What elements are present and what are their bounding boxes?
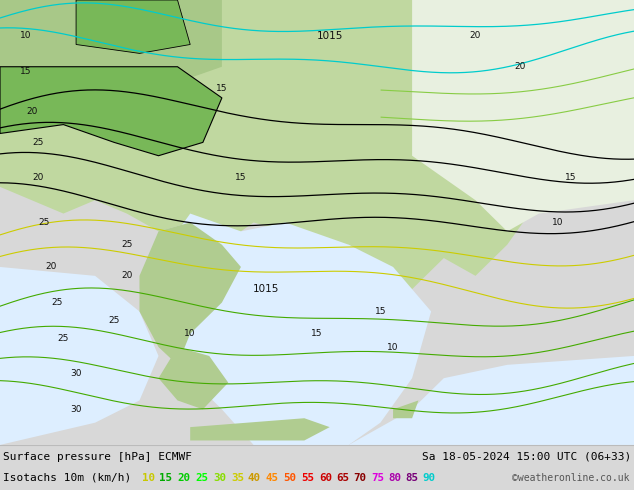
Text: 20: 20: [177, 473, 190, 483]
Text: 65: 65: [336, 473, 349, 483]
Text: 15: 15: [159, 473, 172, 483]
Text: 25: 25: [121, 240, 133, 249]
Text: 25: 25: [108, 316, 120, 325]
Polygon shape: [76, 0, 190, 53]
Text: 55: 55: [301, 473, 314, 483]
Text: 15: 15: [216, 84, 228, 94]
Text: 20: 20: [32, 173, 44, 182]
Text: 80: 80: [388, 473, 401, 483]
Text: Surface pressure [hPa] ECMWF: Surface pressure [hPa] ECMWF: [3, 452, 192, 462]
Text: 10: 10: [552, 218, 564, 227]
Text: 1015: 1015: [316, 30, 343, 41]
Text: 30: 30: [213, 473, 226, 483]
Text: 25: 25: [195, 473, 208, 483]
Text: 70: 70: [353, 473, 366, 483]
Text: 75: 75: [371, 473, 384, 483]
Text: 10: 10: [142, 473, 155, 483]
Polygon shape: [393, 400, 418, 418]
Text: 60: 60: [319, 473, 332, 483]
Text: 15: 15: [565, 173, 576, 182]
Polygon shape: [0, 267, 158, 445]
Text: Isotachs 10m (km/h): Isotachs 10m (km/h): [3, 473, 131, 483]
Polygon shape: [0, 0, 222, 98]
Text: 35: 35: [231, 473, 244, 483]
Text: 85: 85: [405, 473, 418, 483]
Text: 15: 15: [311, 329, 323, 338]
Polygon shape: [158, 347, 228, 409]
Text: 20: 20: [514, 62, 526, 71]
Text: 10: 10: [184, 329, 196, 338]
Text: 25: 25: [58, 334, 69, 343]
Text: 30: 30: [70, 405, 82, 414]
Text: Sa 18-05-2024 15:00 UTC (06+33): Sa 18-05-2024 15:00 UTC (06+33): [422, 452, 631, 462]
Polygon shape: [139, 214, 431, 445]
Text: 50: 50: [283, 473, 296, 483]
Polygon shape: [0, 0, 634, 289]
Polygon shape: [139, 222, 241, 365]
Text: 25: 25: [32, 138, 44, 147]
Text: 10: 10: [20, 31, 31, 40]
Text: 25: 25: [39, 218, 50, 227]
Polygon shape: [190, 418, 330, 441]
Text: 40: 40: [248, 473, 261, 483]
Text: 30: 30: [70, 369, 82, 378]
Text: 20: 20: [45, 263, 56, 271]
Polygon shape: [0, 67, 222, 156]
Text: 1015: 1015: [253, 284, 280, 294]
Text: ©weatheronline.co.uk: ©weatheronline.co.uk: [512, 473, 629, 483]
Polygon shape: [412, 0, 634, 231]
Text: 15: 15: [20, 67, 31, 75]
Polygon shape: [0, 356, 634, 445]
Text: 20: 20: [26, 107, 37, 116]
Text: 15: 15: [375, 307, 386, 316]
Text: 10: 10: [387, 343, 399, 351]
Text: 45: 45: [265, 473, 278, 483]
Text: 20: 20: [470, 31, 481, 40]
Text: 15: 15: [235, 173, 247, 182]
Text: 20: 20: [121, 271, 133, 280]
Text: 90: 90: [422, 473, 435, 483]
Text: 25: 25: [51, 298, 63, 307]
